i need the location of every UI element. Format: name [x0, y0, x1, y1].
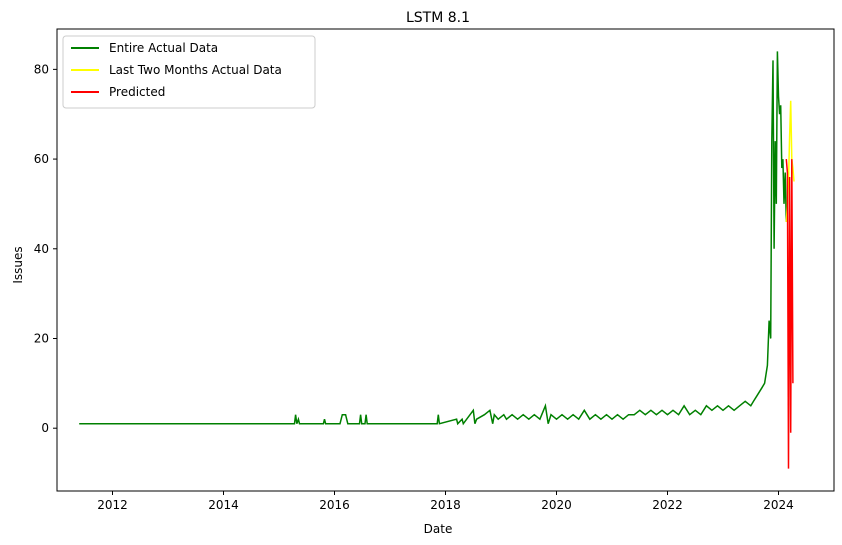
- x-tick-label: 2022: [652, 498, 683, 512]
- plot-area: [79, 51, 795, 469]
- y-tick-label: 0: [41, 421, 49, 435]
- y-tick-label: 80: [34, 62, 49, 76]
- legend-label: Entire Actual Data: [109, 41, 218, 55]
- legend: Entire Actual Data Last Two Months Actual…: [62, 35, 316, 109]
- y-tick-label: 20: [34, 331, 49, 345]
- x-tick-label: 2018: [430, 498, 461, 512]
- series-line-2: [785, 159, 794, 469]
- y-axis-label: Issues: [11, 246, 25, 283]
- chart-title: LSTM 8.1: [406, 10, 470, 26]
- y-tick-label: 60: [34, 152, 49, 166]
- legend-label: Last Two Months Actual Data: [109, 63, 282, 77]
- x-tick-label: 2024: [763, 498, 794, 512]
- x-tick-label: 2020: [541, 498, 572, 512]
- legend-label: Predicted: [109, 85, 165, 99]
- axis-ticks: 2012 2014 2016 2018 2020 2022 2024 0 20 40 60 80: [34, 62, 794, 512]
- x-tick-label: 2016: [319, 498, 350, 512]
- series-line-0: [79, 51, 788, 426]
- legend-box: [62, 35, 316, 109]
- x-axis-label: Date: [424, 522, 453, 536]
- x-tick-label: 2014: [208, 498, 239, 512]
- x-tick-label: 2012: [97, 498, 128, 512]
- y-tick-label: 40: [34, 242, 49, 256]
